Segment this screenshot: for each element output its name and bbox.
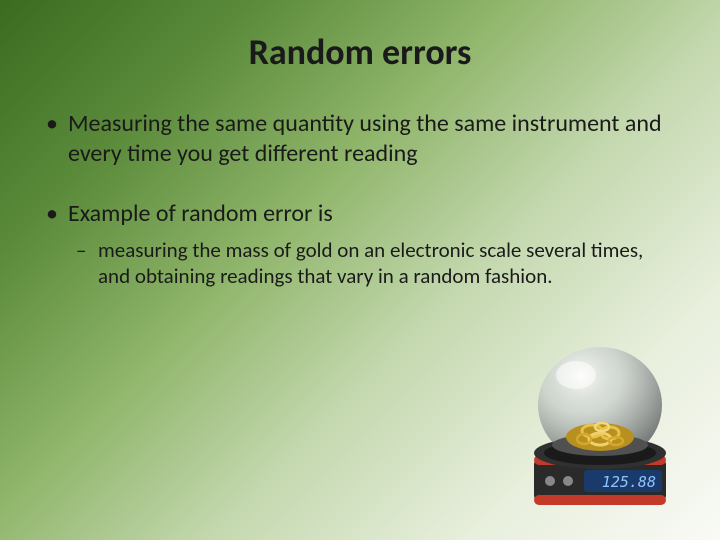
scale-display-value: 125.88 [602,473,656,491]
sub-bullet-list: measuring the mass of gold on an electro… [68,237,680,290]
bullet-text: Measuring the same quantity using the sa… [68,109,662,168]
bullet-list: Measuring the same quantity using the sa… [40,109,680,290]
gold-pile-icon [566,423,634,451]
slide: Random errors Measuring the same quantit… [0,0,720,540]
bullet-item: Example of random error is measuring the… [40,199,680,290]
slide-title: Random errors [40,30,680,74]
sub-bullet-item: measuring the mass of gold on an electro… [68,237,680,290]
sub-bullet-text: measuring the mass of gold on an electro… [98,237,643,289]
bullet-item: Measuring the same quantity using the sa… [40,109,680,169]
electronic-scale-image: 125.88 [520,335,680,515]
bullet-text: Example of random error is [68,199,333,228]
